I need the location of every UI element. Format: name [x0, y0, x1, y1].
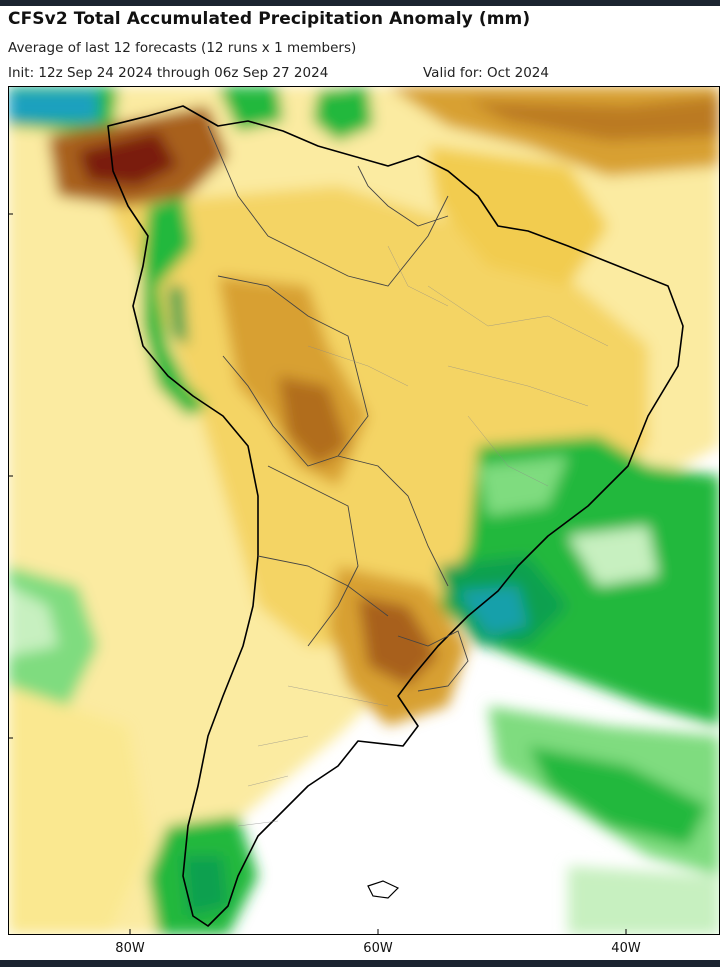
top-frame-bar — [0, 0, 720, 6]
south-america-coastline — [107, 105, 684, 927]
map-subtitle: Average of last 12 forecasts (12 runs x … — [8, 40, 357, 56]
falkland-islands — [367, 880, 400, 899]
map-canvas — [8, 86, 720, 935]
anomaly-field — [8, 86, 720, 935]
lon-label-60w: 60W — [363, 941, 393, 956]
state-borders — [237, 245, 609, 827]
lon-label-40w: 40W — [611, 941, 641, 956]
chart-header: CFSv2 Total Accumulated Precipitation An… — [8, 9, 720, 81]
precipitation-anomaly-map — [8, 86, 720, 935]
bottom-frame-bar — [0, 960, 720, 967]
country-borders — [207, 125, 469, 692]
valid-period-label: Valid for: Oct 2024 — [423, 65, 549, 81]
lon-label-80w: 80W — [115, 941, 145, 956]
init-time-label: Init: 12z Sep 24 2024 through 06z Sep 27… — [8, 65, 329, 81]
map-title: CFSv2 Total Accumulated Precipitation An… — [8, 9, 531, 29]
